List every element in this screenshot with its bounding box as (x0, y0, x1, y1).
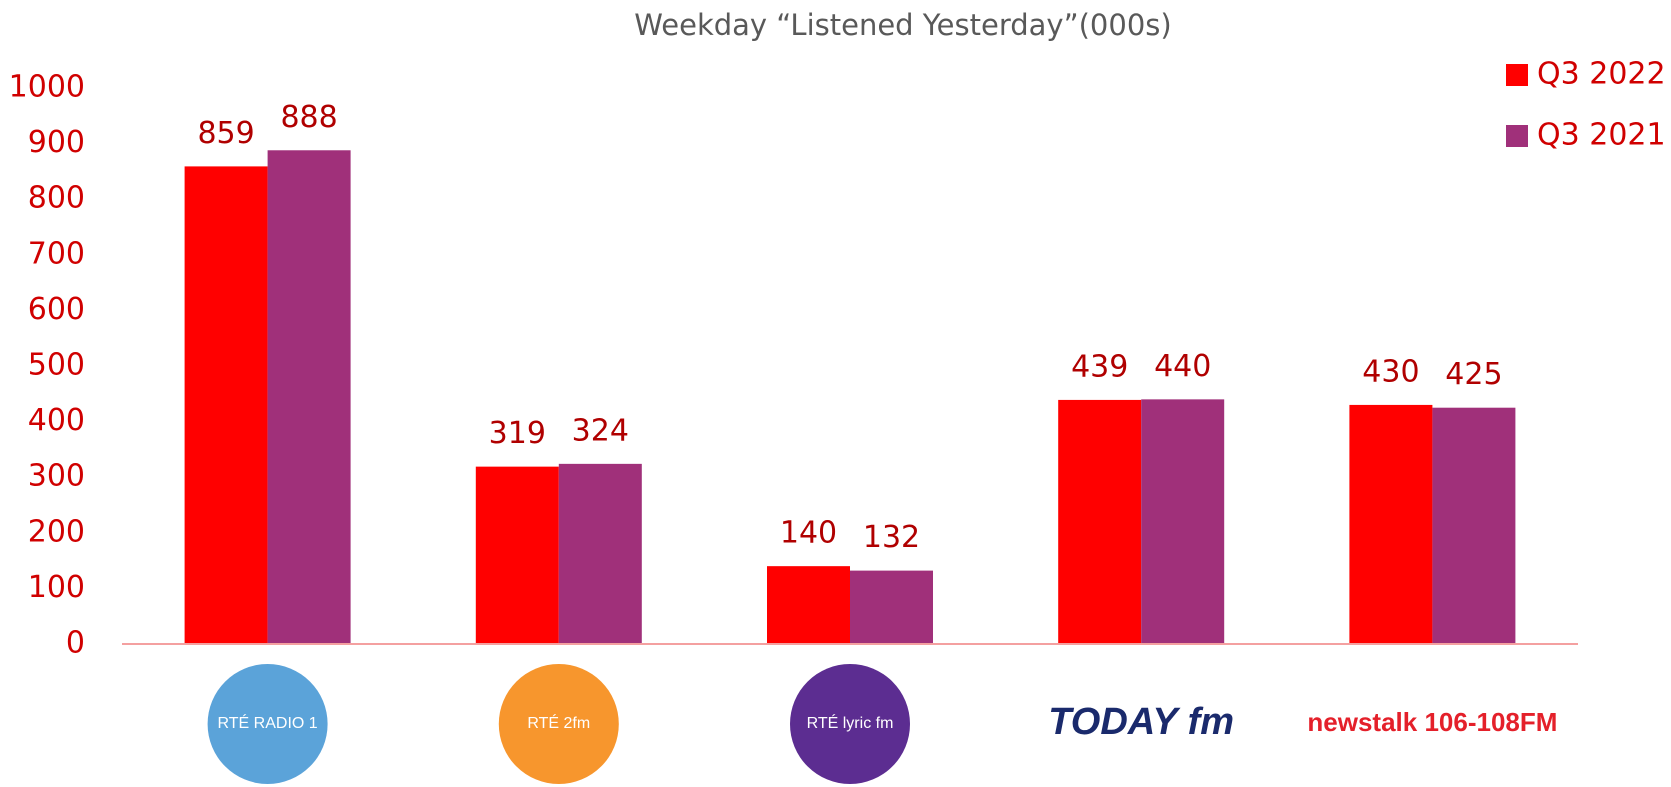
y-tick-label: 600 (28, 292, 85, 327)
bar (767, 566, 850, 644)
bar (184, 166, 268, 644)
value-label: 440 (1154, 349, 1211, 384)
y-tick-label: 800 (28, 181, 85, 216)
y-tick-label: 700 (28, 236, 85, 271)
x-tick-label: RTÉ RADIO 1 (218, 713, 318, 732)
value-label: 430 (1362, 354, 1419, 389)
y-tick-label: 200 (28, 514, 85, 549)
logo-circle (207, 664, 328, 784)
y-tick-label: 1000 (9, 70, 85, 105)
bar (1349, 404, 1433, 644)
y-tick-label: 400 (28, 403, 85, 438)
logo-circle (498, 664, 619, 784)
legend-swatch (1506, 64, 1528, 86)
x-tick-label: newstalk 106-108FM (1307, 707, 1557, 737)
bar (1141, 399, 1225, 644)
bar (558, 463, 642, 644)
bar (1432, 407, 1516, 644)
bar (475, 466, 559, 644)
value-label: 425 (1445, 357, 1502, 392)
x-tick-label: TODAY fm (1048, 701, 1234, 743)
legend-label: Q3 2021 (1537, 118, 1666, 153)
value-label: 888 (280, 100, 337, 135)
y-tick-label: 500 (28, 348, 85, 383)
bar (1058, 399, 1142, 644)
value-label: 859 (197, 116, 254, 151)
value-label: 439 (1071, 349, 1128, 384)
x-tick-label: RTÉ 2fm (527, 713, 590, 732)
y-tick-label: 300 (28, 459, 85, 494)
y-tick-label: 100 (28, 570, 85, 605)
bar (850, 570, 933, 644)
value-label: 132 (863, 520, 920, 555)
value-label: 319 (489, 416, 546, 451)
bar (267, 150, 351, 644)
chart-title: Weekday “Listened Yesterday”(000s) (634, 8, 1171, 42)
legend-swatch (1506, 125, 1528, 147)
x-tick-label: RTÉ lyric fm (807, 713, 894, 732)
value-label: 324 (572, 413, 629, 448)
logo-circle (790, 664, 910, 784)
y-tick-label: 900 (28, 125, 85, 160)
y-tick-label: 0 (66, 626, 85, 661)
value-label: 140 (780, 516, 837, 551)
legend-label: Q3 2022 (1537, 57, 1666, 92)
